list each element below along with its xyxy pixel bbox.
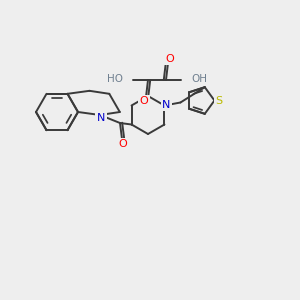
- Text: OH: OH: [191, 74, 207, 84]
- Text: O: O: [166, 54, 174, 64]
- Text: S: S: [215, 95, 222, 106]
- Text: O: O: [118, 139, 127, 149]
- Text: HO: HO: [107, 74, 123, 84]
- Text: N: N: [97, 113, 105, 123]
- Text: N: N: [162, 100, 171, 110]
- Text: O: O: [140, 96, 148, 106]
